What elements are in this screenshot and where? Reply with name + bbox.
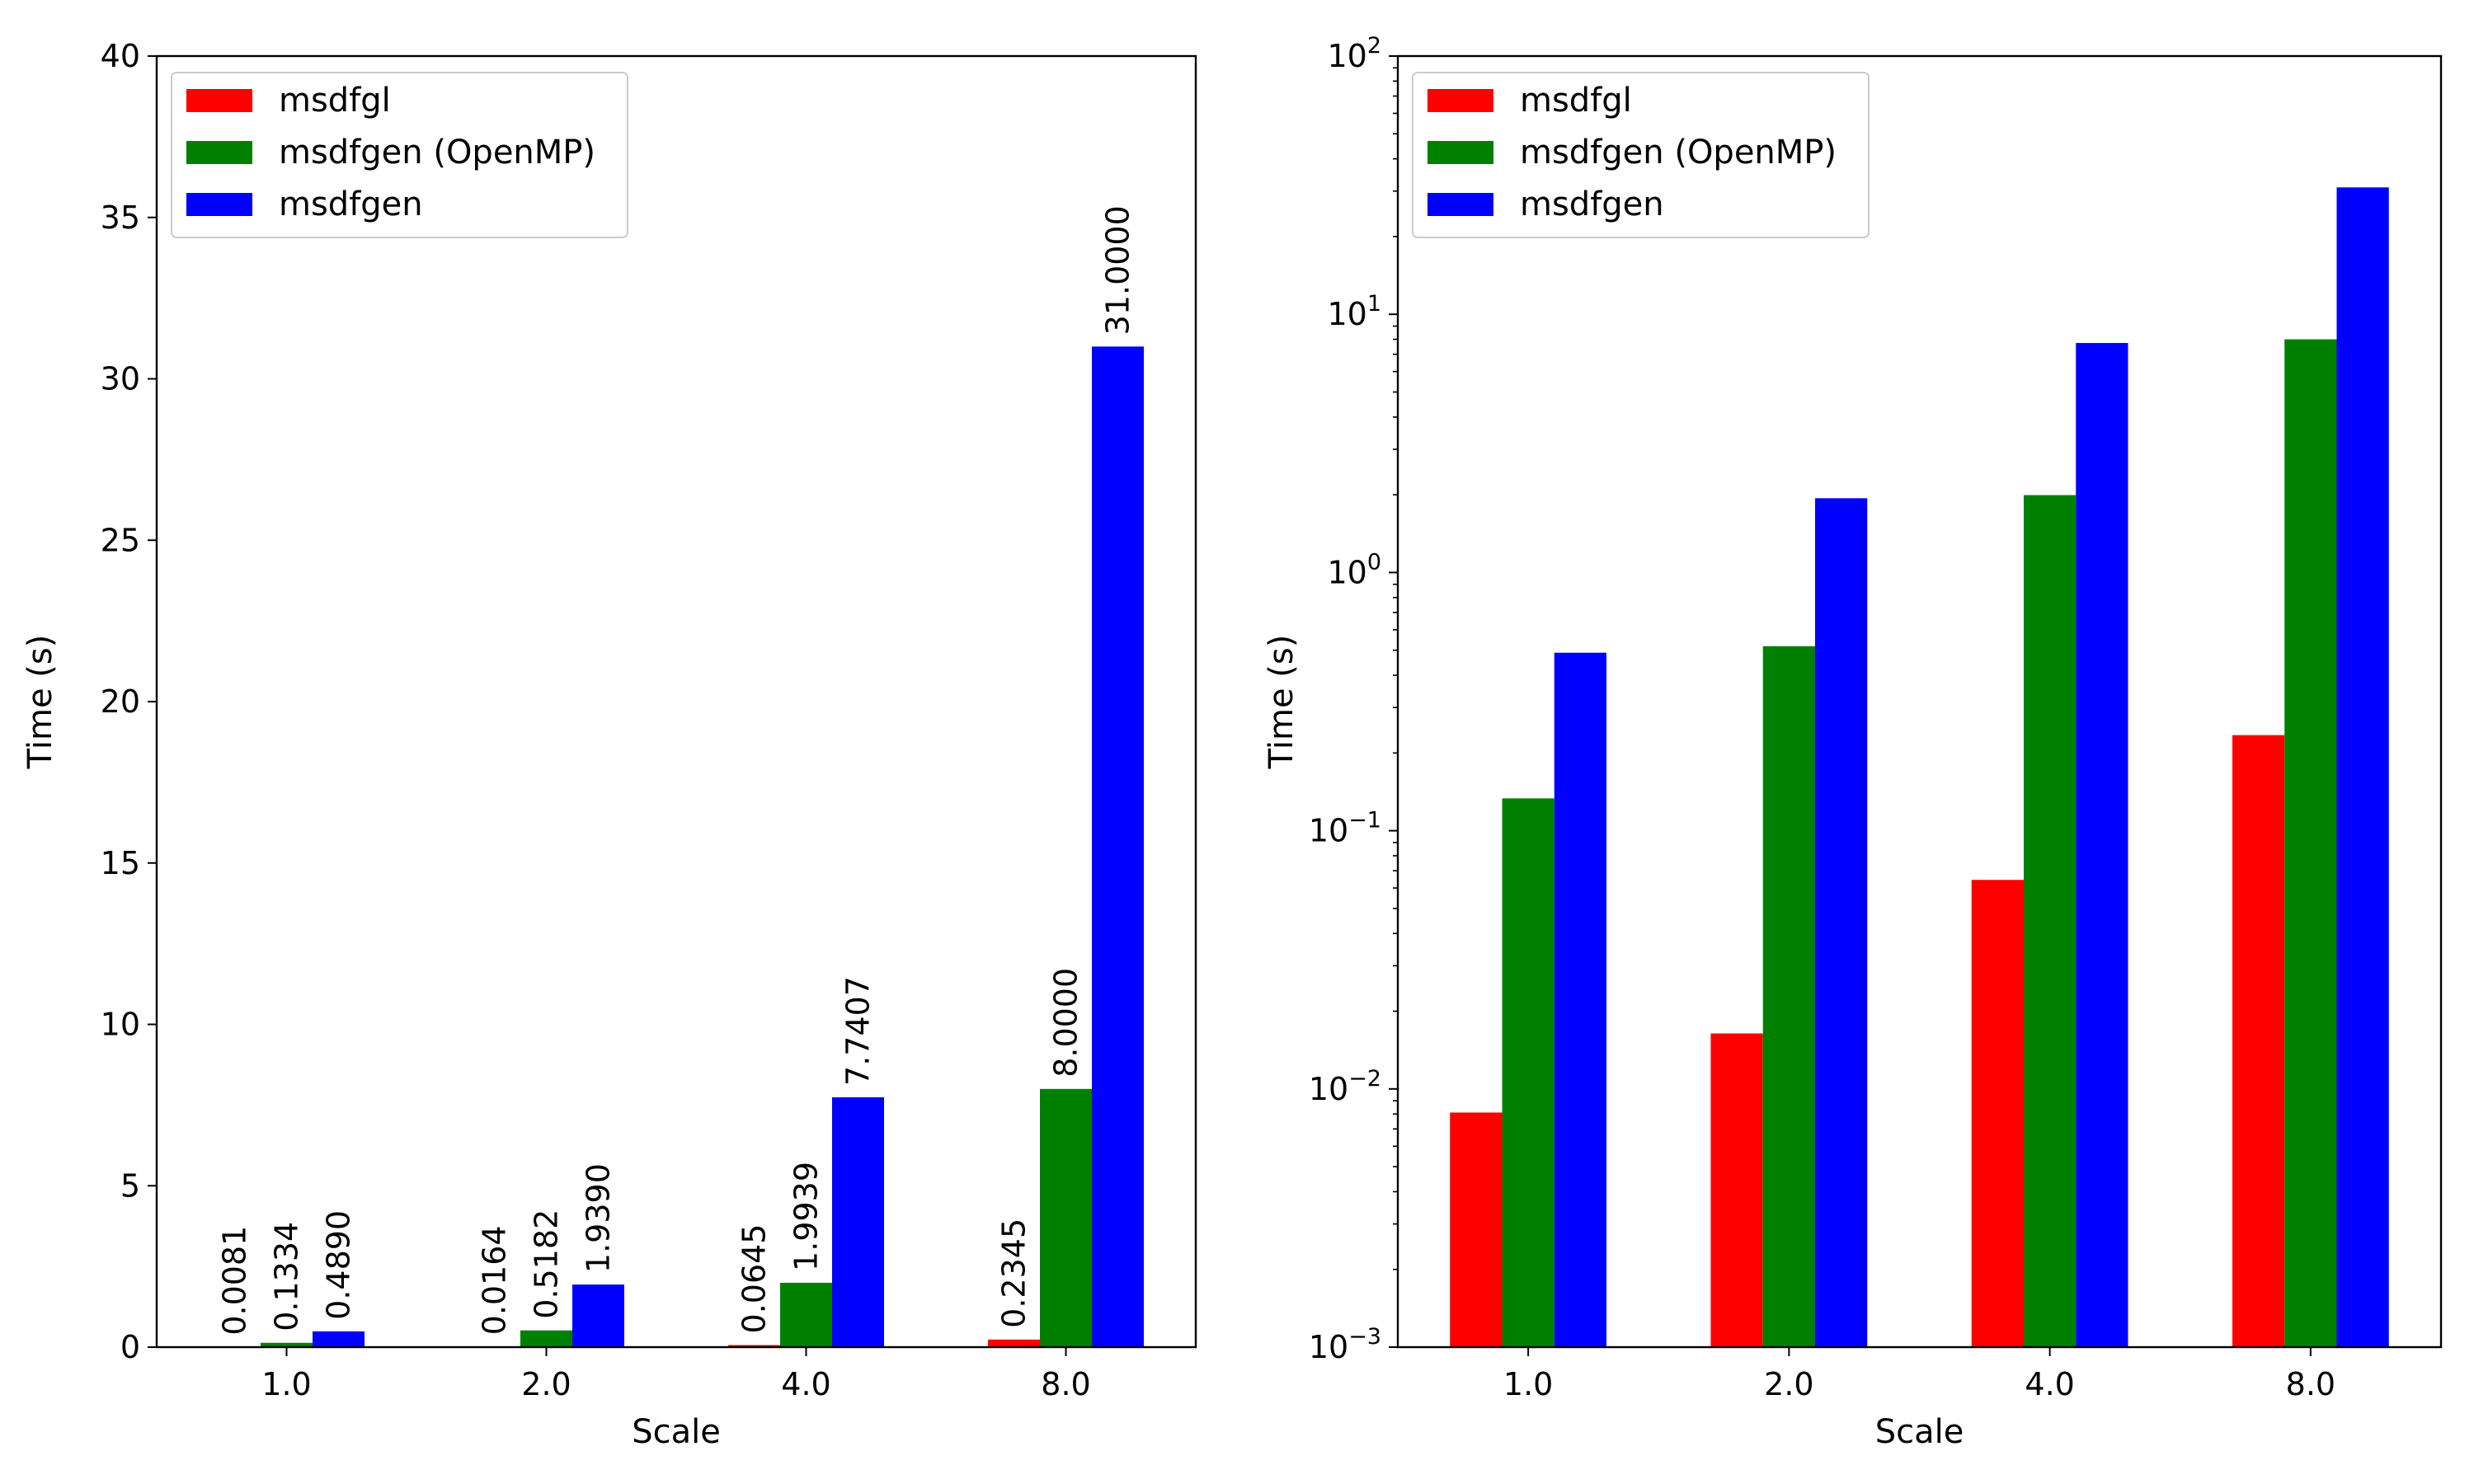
bar-msdfgen-openmp-scale-1-0	[1502, 798, 1554, 1347]
plot-frame	[1396, 54, 2443, 1349]
data-label-msdfgl-scale-8-0: 0.2345	[996, 1219, 1032, 1328]
data-label-msdfgl-scale-2-0: 0.0164	[477, 1225, 513, 1335]
y-axis-title: Time (s)	[21, 635, 59, 770]
bar-msdfgl-scale-4-0	[1971, 880, 2024, 1347]
x-tick-label: 8.0	[1041, 1366, 1090, 1402]
y-tick-label: 10−1	[1309, 808, 1381, 849]
data-label-msdfgl-scale-1-0: 0.0081	[217, 1226, 253, 1336]
legend	[171, 72, 628, 238]
x-tick-label: 2.0	[521, 1366, 571, 1402]
data-label-msdfgen-openmp-scale-8-0: 8.0000	[1048, 968, 1084, 1078]
bar-msdfgen-openmp-scale-4-0	[780, 1282, 832, 1347]
data-label-msdfgen-scale-4-0: 7.7407	[840, 976, 877, 1086]
data-label-msdfgen-openmp-scale-2-0: 0.5182	[529, 1209, 565, 1319]
legend-label-msdfgen-openmp: msdfgen (OpenMP)	[279, 134, 595, 171]
bar-msdfgen-scale-1-0	[1554, 652, 1606, 1347]
bar-msdfgen-scale-1-0	[313, 1331, 365, 1347]
legend-label-msdfgl: msdfgl	[279, 82, 391, 120]
y-tick-label: 15	[101, 845, 140, 881]
bar-msdfgen-openmp-scale-8-0	[1040, 1088, 1092, 1347]
legend-label-msdfgen: msdfgen	[1520, 186, 1664, 223]
bar-msdfgen-openmp-scale-1-0	[261, 1342, 313, 1347]
bar-msdfgl-scale-1-0	[1450, 1112, 1503, 1347]
legend-swatch-msdfgen-openmp	[1427, 141, 1493, 164]
data-label-msdfgen-openmp-scale-1-0: 0.1334	[269, 1222, 305, 1331]
bar-msdfgen-scale-4-0	[2076, 343, 2128, 1347]
y-tick-label: 0	[120, 1329, 140, 1365]
y-tick-label: 10−2	[1309, 1066, 1381, 1107]
legend	[1412, 72, 1870, 238]
y-tick-label: 10−3	[1309, 1324, 1381, 1365]
data-label-msdfgen-scale-2-0: 1.9390	[581, 1163, 617, 1273]
legend-swatch-msdfgl	[186, 89, 252, 112]
bar-msdfgl-scale-8-0	[988, 1339, 1040, 1347]
y-tick-label: 10	[101, 1007, 140, 1043]
y-axis-title: Time (s)	[1263, 635, 1300, 770]
x-tick-label: 1.0	[261, 1366, 311, 1402]
y-tick-label: 102	[1327, 33, 1381, 74]
bar-msdfgl-scale-2-0	[1710, 1033, 1763, 1347]
bar-msdfgen-scale-8-0	[2336, 187, 2389, 1347]
bar-msdfgen-scale-2-0	[572, 1284, 624, 1347]
bar-msdfgl-scale-4-0	[728, 1345, 780, 1347]
bar-msdfgen-openmp-scale-4-0	[2024, 495, 2077, 1347]
x-tick-label: 8.0	[2286, 1366, 2335, 1402]
legend-swatch-msdfgl	[1427, 89, 1493, 112]
x-tick-label: 1.0	[1503, 1366, 1553, 1402]
data-label-msdfgen-scale-8-0: 31.0000	[1100, 205, 1136, 335]
y-tick-label: 30	[101, 361, 140, 397]
bar-msdfgen-openmp-scale-8-0	[2284, 339, 2337, 1347]
bar-msdfgen-scale-8-0	[1092, 346, 1144, 1348]
bar-msdfgen-scale-4-0	[832, 1097, 884, 1347]
bar-msdfgen-openmp-scale-2-0	[520, 1330, 572, 1347]
bar-msdfgen-openmp-scale-2-0	[1762, 646, 1815, 1347]
data-label-msdfgen-openmp-scale-4-0: 1.9939	[788, 1162, 825, 1271]
legend-label-msdfgen-openmp: msdfgen (OpenMP)	[1520, 134, 1837, 171]
y-tick-label: 25	[101, 522, 140, 558]
legend-swatch-msdfgen-openmp	[186, 141, 252, 164]
data-label-msdfgen-scale-1-0: 0.4890	[321, 1210, 357, 1320]
y-tick-label: 100	[1327, 549, 1381, 590]
y-tick-label: 40	[101, 38, 140, 74]
data-label-msdfgl-scale-4-0: 0.0645	[736, 1224, 773, 1334]
legend-label-msdfgl: msdfgl	[1520, 82, 1632, 120]
linear-time-chart: 0.0081 0.0164 0.0645 0.2345 0.1334 0.5182 1.99…	[21, 38, 1197, 1451]
bar-msdfgl-scale-8-0	[2232, 735, 2285, 1347]
y-tick-label: 35	[101, 200, 140, 236]
y-tick-label: 20	[101, 683, 140, 720]
x-axis-title: Scale	[632, 1413, 721, 1451]
legend-swatch-msdfgen	[1427, 193, 1493, 216]
log-time-chart: 1.0 2.0 4.0 8.0 10−3 10−2 10−1 100 101 102 Scale Ti…	[1263, 33, 2443, 1451]
bar-msdfgen-scale-2-0	[1815, 498, 1868, 1348]
x-tick-label: 4.0	[2025, 1366, 2074, 1402]
x-axis-title: Scale	[1875, 1413, 1964, 1451]
x-tick-label: 2.0	[1764, 1366, 1813, 1402]
y-tick-label: 101	[1327, 291, 1381, 332]
y-tick-label: 5	[120, 1167, 140, 1204]
x-tick-label: 4.0	[781, 1366, 830, 1402]
legend-swatch-msdfgen	[186, 193, 252, 216]
legend-label-msdfgen: msdfgen	[279, 186, 423, 223]
